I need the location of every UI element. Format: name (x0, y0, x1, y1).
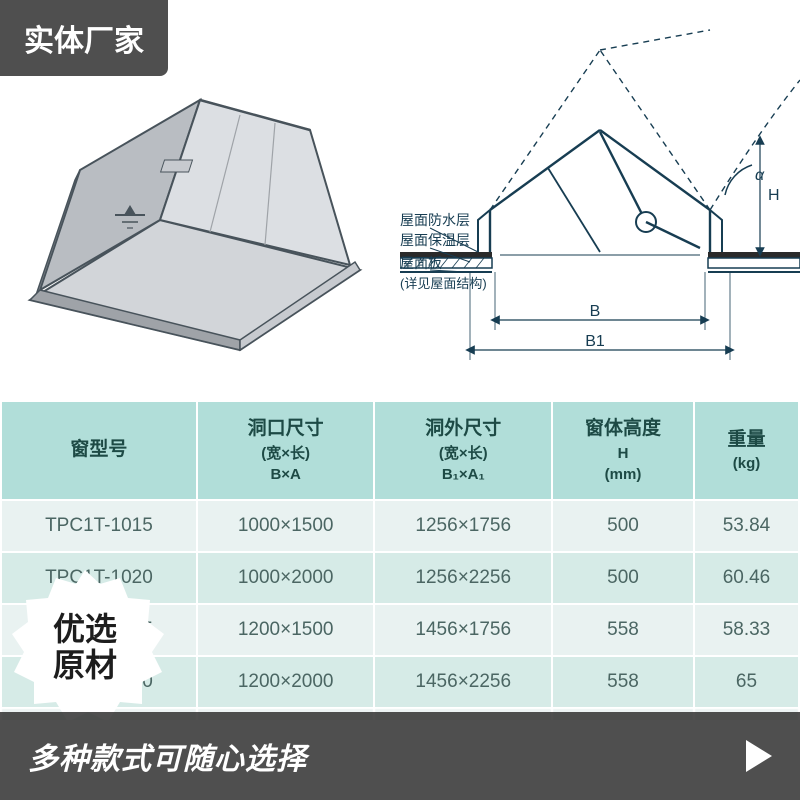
table-cell: 1256×2256 (374, 552, 552, 604)
table-header: 窗体高度H(mm) (552, 401, 694, 500)
label-note: (详见屋面结构) (400, 276, 487, 291)
table-header: 洞口尺寸(宽×长)B×A (197, 401, 375, 500)
table-header: 洞外尺寸(宽×长)B₁×A₁ (374, 401, 552, 500)
label-roof-board: 屋面板 (400, 255, 442, 271)
section-diagram: α 屋面防水层 屋面保温层 屋面板 (详见屋面结构) H B (400, 20, 800, 380)
bottom-text: 多种款式可随心选择 (28, 734, 307, 778)
table-cell: 1200×2000 (197, 656, 375, 708)
table-header: 重量(kg) (694, 401, 799, 500)
dim-h: H (768, 187, 780, 204)
table-cell: 500 (552, 552, 694, 604)
table-cell: TPC1T-1015 (1, 500, 197, 552)
dim-b1: B1 (585, 333, 605, 350)
table-cell: 558 (552, 604, 694, 656)
table-cell: 1456×1756 (374, 604, 552, 656)
premium-stamp: 优选 原材 (0, 564, 170, 734)
table-header: 窗型号 (1, 401, 197, 500)
table-cell: 1256×1756 (374, 500, 552, 552)
table-cell: 60.46 (694, 552, 799, 604)
table-cell: 1000×2000 (197, 552, 375, 604)
play-triangle-icon (746, 740, 772, 772)
table-row: TPC1T-10151000×15001256×175650053.84 (1, 500, 799, 552)
table-cell: 1456×2256 (374, 656, 552, 708)
svg-text:优选: 优选 (53, 611, 117, 647)
table-cell: 65 (694, 656, 799, 708)
badge-top: 实体厂家 (0, 0, 168, 76)
svg-text:原材: 原材 (53, 647, 117, 683)
table-cell: 558 (552, 656, 694, 708)
label-waterproof: 屋面防水层 (400, 212, 470, 228)
dim-b: B (590, 303, 601, 320)
table-cell: 58.33 (694, 604, 799, 656)
bottom-bar: 多种款式可随心选择 (0, 712, 800, 800)
table-cell: 53.84 (694, 500, 799, 552)
table-cell: 1200×1500 (197, 604, 375, 656)
label-insulation: 屋面保温层 (400, 232, 470, 248)
table-cell: 1000×1500 (197, 500, 375, 552)
table-cell: 500 (552, 500, 694, 552)
